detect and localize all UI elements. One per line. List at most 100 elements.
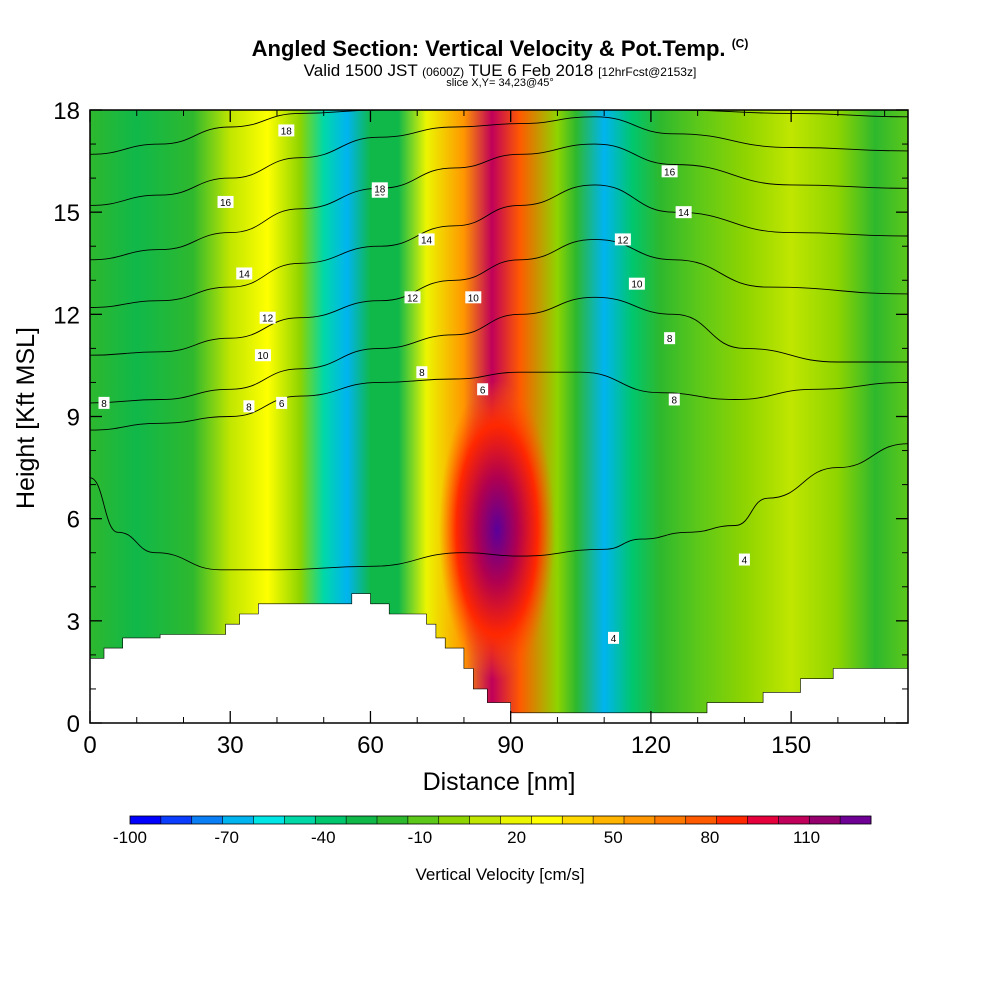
title-text: Angled Section: Vertical Velocity & Pot.… [251, 36, 726, 61]
contour-label-5: 12 [262, 314, 274, 325]
y-tick-label-15: 15 [53, 200, 80, 227]
theta-contour-16 [90, 116, 908, 206]
colorbar-tick-label-4: 20 [507, 828, 526, 847]
y-tick-label-6: 6 [67, 507, 80, 534]
contour-label-bg-1 [217, 195, 234, 208]
theta-contour-12 [90, 184, 908, 308]
contour-label-bg-7 [254, 349, 271, 362]
contour-label-bg-16 [675, 206, 692, 219]
contour-label-bg-17 [614, 233, 631, 246]
y-tick-label-3: 3 [67, 609, 80, 636]
contour-label-21: 4 [742, 556, 748, 567]
x-tick-label-90: 90 [497, 732, 524, 759]
colorbar-swatch-10 [438, 816, 470, 824]
contour-label-20: 8 [672, 395, 678, 406]
colorbar-swatch-14 [562, 816, 594, 824]
theta-contour-10 [90, 238, 908, 356]
chart-title: Angled Section: Vertical Velocity & Pot.… [0, 36, 1000, 62]
colorbar-swatch-4 [253, 816, 285, 824]
colorbar-swatch-8 [377, 816, 409, 824]
contour-label-bg-15 [661, 165, 678, 178]
title-unit: (C) [731, 36, 749, 51]
contour-label-bg-8 [465, 291, 482, 304]
contour-label-3: 14 [239, 269, 251, 280]
updraft-core [439, 380, 555, 680]
contour-label-bg-12 [276, 396, 288, 409]
contour-label-8: 10 [468, 293, 480, 304]
contour-label-bg-11 [416, 366, 428, 379]
theta-contour-14 [90, 143, 908, 261]
contour-label-1: 16 [220, 198, 232, 209]
colorbar-tick-label-2: -40 [311, 828, 336, 847]
colorbar-tick-label-1: -70 [214, 828, 239, 847]
colorbar-swatch-12 [500, 816, 532, 824]
colorbar-tick-label-3: -10 [408, 828, 433, 847]
x-tick-label-150: 150 [771, 732, 811, 759]
contour-label-bg-0 [278, 124, 295, 137]
contour-label-11: 8 [419, 368, 425, 379]
contour-label-14: 18 [374, 184, 386, 195]
colorbar-swatch-9 [407, 816, 440, 824]
colorbar-tick-label-7: 110 [793, 828, 820, 847]
contour-label-4: 14 [421, 235, 433, 246]
colorbar-swatch-23 [840, 816, 872, 824]
contour-label-22: 4 [611, 634, 617, 645]
colorbar: -100 -70 -40 -10 20 50 80 110 [113, 815, 872, 847]
colorbar-title: Vertical Velocity [cm/s] [415, 865, 584, 884]
contour-label-10: 8 [101, 399, 107, 410]
y-tick-label-12: 12 [53, 302, 80, 329]
colorbar-swatch-16 [624, 816, 656, 824]
contour-label-19: 8 [667, 334, 673, 345]
contour-label-17: 12 [617, 235, 629, 246]
y-tick-label-9: 9 [67, 405, 80, 432]
x-axis-title: Distance [nm] [423, 768, 576, 796]
colorbar-swatch-13 [531, 816, 563, 824]
contour-label-bg-21 [738, 553, 750, 566]
contour-label-bg-22 [608, 631, 620, 644]
colorbar-swatch-15 [593, 816, 625, 824]
potential-temperature-contours [90, 110, 908, 571]
colorbar-swatch-20 [747, 816, 779, 824]
x-axis: 0 30 60 90 120 150 [83, 110, 886, 759]
y-tick-label-18: 18 [53, 98, 80, 125]
colorbar-swatch-11 [469, 816, 501, 824]
colorbar-swatch-0 [130, 816, 162, 824]
subtitle-valid: Valid 1500 JST [303, 61, 418, 80]
contour-label-0: 18 [281, 126, 293, 137]
colorbar-swatch-2 [191, 816, 223, 824]
contour-label-bg-3 [236, 267, 253, 280]
colorbar-swatch-3 [222, 816, 254, 824]
contour-label-bg-9 [243, 400, 255, 413]
contour-label-bg-18 [628, 277, 645, 290]
contour-label-15: 16 [664, 167, 676, 178]
contour-label-bg-4 [418, 233, 435, 246]
colorbar-tick-label-5: 50 [604, 828, 623, 847]
colorbar-swatch-21 [778, 816, 810, 824]
subtitle-fcst: [12hrFcst@2153z] [598, 65, 697, 79]
contour-label-bg-6 [404, 291, 421, 304]
contour-label-13: 6 [480, 385, 486, 396]
colorbar-tick-label-0: -100 [113, 828, 147, 847]
contour-label-16: 14 [678, 208, 690, 219]
contour-label-bg-13 [477, 383, 489, 396]
colorbar-swatch-1 [160, 816, 193, 824]
theta-contour-18 [90, 110, 908, 155]
plot-area: 1816161414121210108886618161412108844 [90, 110, 908, 723]
colorbar-swatch-17 [654, 816, 687, 824]
contour-label-6: 12 [407, 293, 419, 304]
contour-label-bg-20 [668, 393, 680, 406]
colorbar-swatch-19 [716, 816, 748, 824]
colorbar-swatch-6 [315, 816, 347, 824]
subtitle-utc: (0600Z) [422, 65, 465, 79]
contour-label-12: 6 [279, 399, 285, 410]
contour-label-7: 10 [257, 351, 269, 362]
contour-label-bg-5 [259, 311, 276, 324]
theta-contour-6 [90, 371, 908, 431]
colorbar-swatch-18 [685, 816, 717, 824]
y-axis-title: Height [Kft MSL] [12, 327, 40, 509]
contour-label-9: 8 [246, 402, 252, 413]
slice-label: slice X,Y= 34,23@45° [446, 77, 554, 89]
colorbar-swatch-5 [284, 816, 316, 824]
contour-label-bg-14 [371, 182, 388, 195]
